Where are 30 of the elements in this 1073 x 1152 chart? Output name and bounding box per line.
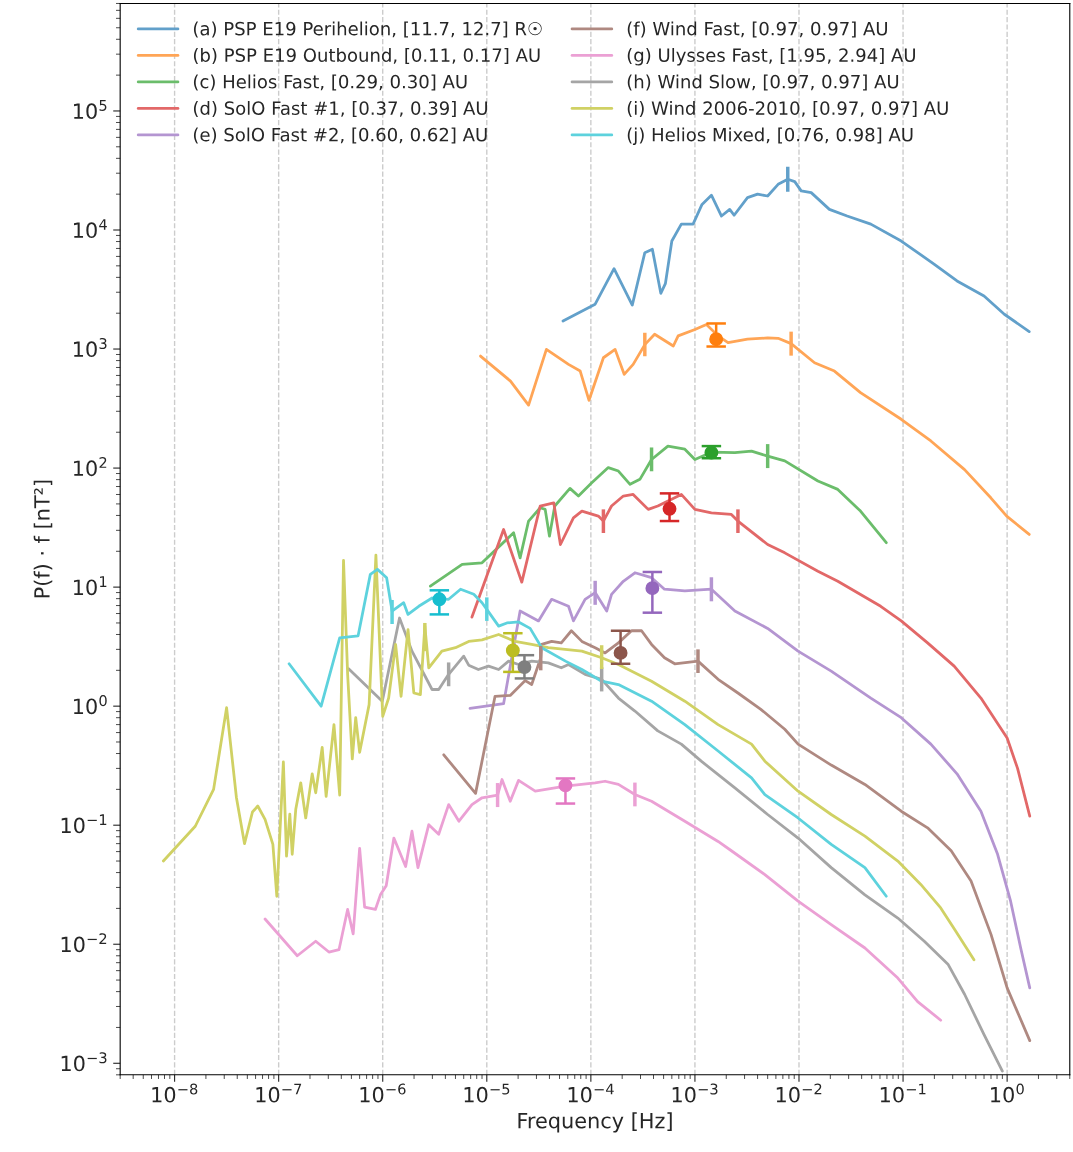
x-axis-title: Frequency [Hz]: [518, 1112, 672, 1133]
legend-label: (b) PSP E19 Outbound, [0.11, 0.17] AU: [193, 48, 540, 65]
y-tick-label: 10$^{1}$: [73, 576, 107, 596]
y-tick-label: 10$^{0}$: [73, 695, 107, 715]
legend-label: (h) Wind Slow, [0.97, 0.97] AU: [627, 74, 899, 91]
legend-label: (c) Helios Fast, [0.29, 0.30] AU: [193, 74, 467, 91]
y-axis-title: P(f) · f [nT²]: [33, 480, 53, 598]
legend-label: (d) SolO Fast #1, [0.37, 0.39] AU: [193, 101, 487, 118]
x-tick-label: 10$^{−5}$: [464, 1083, 510, 1103]
x-tick-label: 10$^{−7}$: [256, 1083, 302, 1103]
y-tick-label: 10$^{3}$: [73, 338, 107, 358]
y-tick-label: 10$^{−3}$: [61, 1052, 107, 1072]
x-tick-label: 10$^{−4}$: [568, 1083, 614, 1103]
legend-label: (f) Wind Fast, [0.97, 0.97] AU: [627, 21, 887, 38]
legend-label: (e) SolO Fast #2, [0.60, 0.62] AU: [193, 127, 487, 144]
x-tick-label: 10$^{−2}$: [776, 1083, 822, 1103]
x-tick-label: 10$^{−3}$: [672, 1083, 718, 1103]
x-tick-label: 10$^{−8}$: [152, 1083, 198, 1103]
y-tick-label: 10$^{5}$: [73, 100, 107, 120]
y-tick-label: 10$^{−1}$: [61, 814, 107, 834]
x-tick-label: 10$^{0}$: [991, 1083, 1024, 1103]
legend-label: (a) PSP E19 Perihelion, [11.7, 12.7] R☉: [193, 21, 542, 38]
y-tick-label: 10$^{2}$: [73, 457, 107, 477]
x-tick-label: 10$^{−6}$: [360, 1083, 406, 1103]
x-tick-label: 10$^{−1}$: [880, 1083, 926, 1103]
y-tick-label: 10$^{4}$: [73, 219, 107, 239]
y-tick-label: 10$^{−2}$: [61, 933, 107, 953]
legend-label: (j) Helios Mixed, [0.76, 0.98] AU: [627, 127, 913, 145]
legend-label: (i) Wind 2006-2010, [0.97, 0.97] AU: [627, 101, 948, 118]
legend-label: (g) Ulysses Fast, [1.95, 2.94] AU: [627, 48, 915, 66]
